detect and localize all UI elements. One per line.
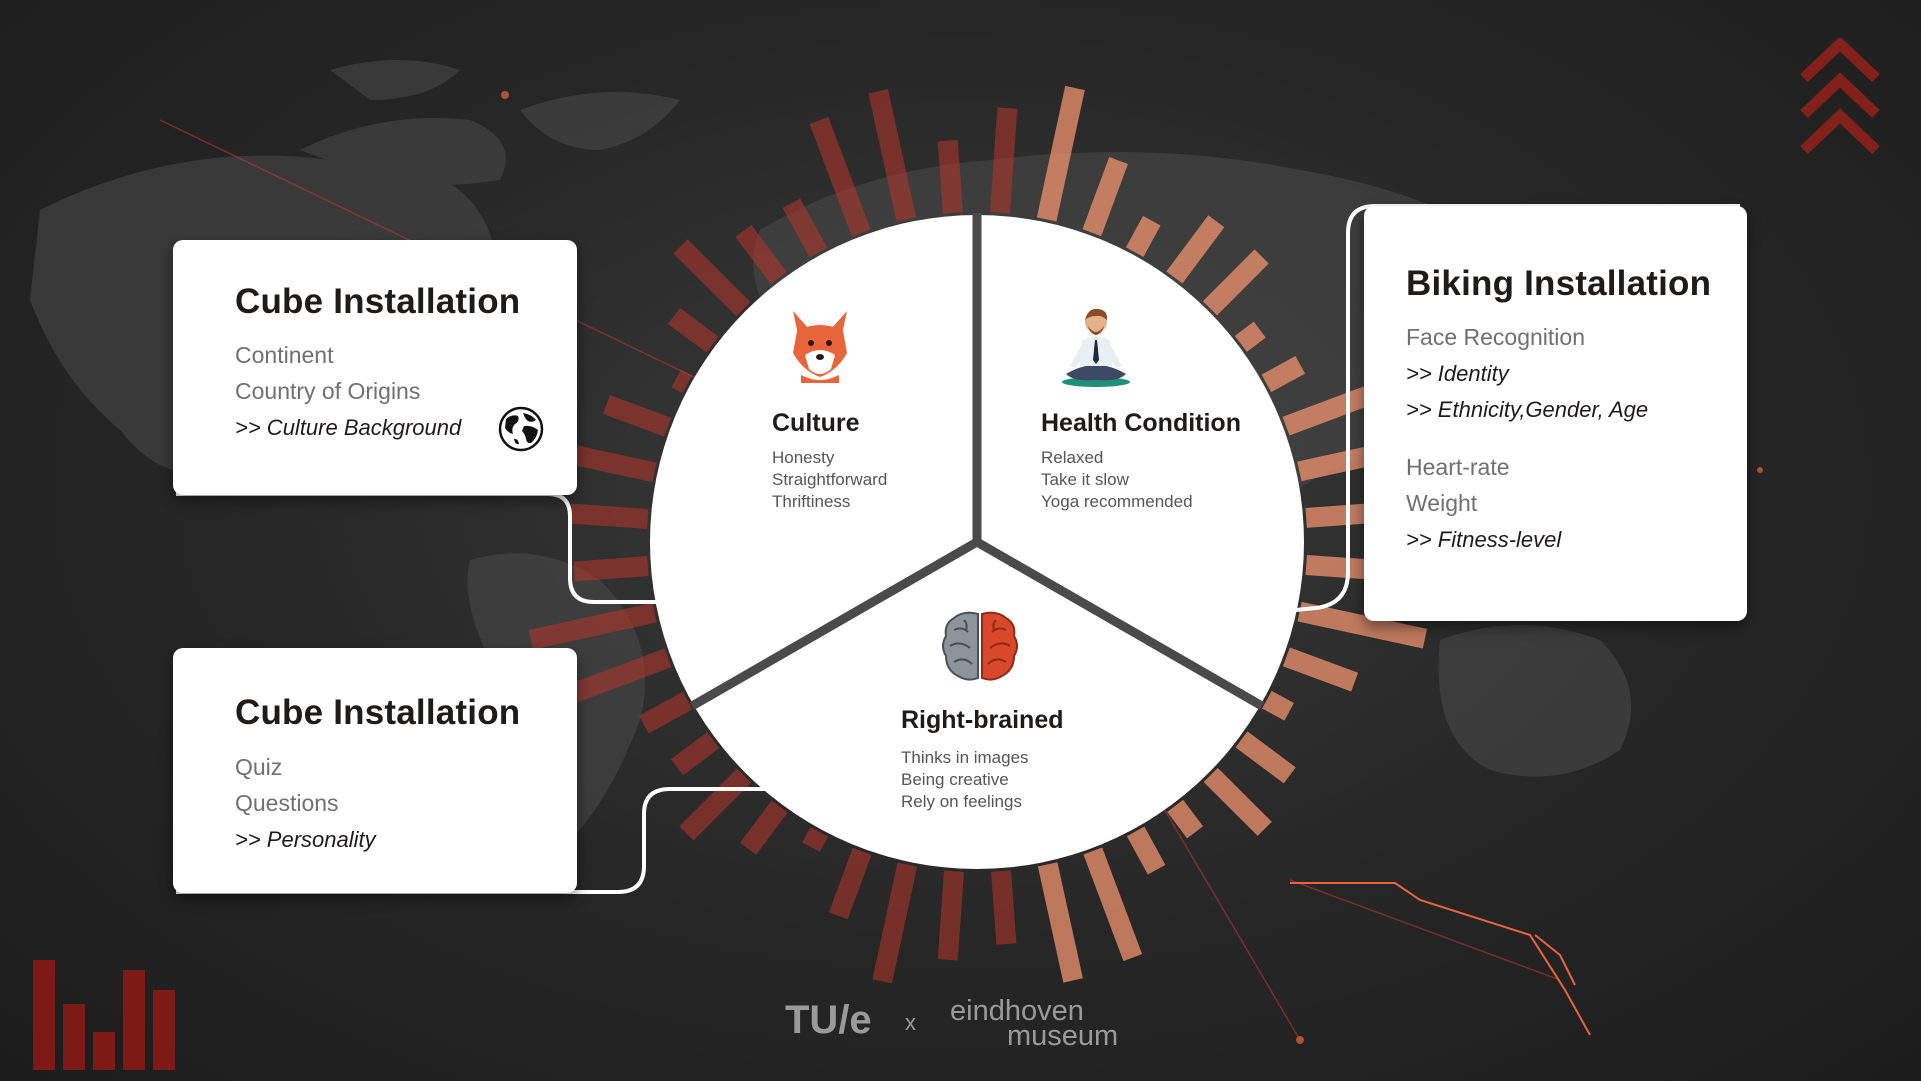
segment-culture-line-1: Honesty [772,448,835,467]
logo-separator: x [905,1010,916,1035]
burst-bar [740,800,788,855]
burst-bar [679,768,752,841]
card-cube-top-title: Cube Installation [235,282,521,321]
burst-bar [1262,690,1294,721]
connector-biking [1295,204,1740,612]
card-cube-bottom-line-2: Questions [235,790,339,816]
burst-bar [668,307,719,353]
segment-health-line-3: Yoga recommended [1041,492,1193,511]
burst-bar [1126,826,1166,875]
burst-bar [1282,647,1359,692]
brain-icon [942,611,1018,681]
burst-bar [1082,157,1128,237]
burst-bar [1202,249,1269,316]
card-biking-line-5: Weight [1406,490,1478,516]
burst-bar [671,732,720,776]
card-cube-top: Cube Installation Continent Country of O… [173,240,577,495]
card-cube-top-line-2: Country of Origins [235,378,421,404]
burst-bar [809,116,871,237]
burst-bar [1297,601,1428,649]
burst-bar [603,395,672,437]
card-cube-top-line-1: Continent [235,342,334,368]
burst-bar [673,239,751,317]
burst-bar [990,107,1018,214]
burst-bar [1037,862,1083,983]
connector-cube-bottom [176,787,770,894]
burst-bar [991,870,1017,945]
burst-bar [868,89,917,222]
card-biking-title: Biking Installation [1406,264,1712,303]
card-biking-line-4: Heart-rate [1406,454,1510,480]
segment-health-line-2: Take it slow [1041,470,1129,489]
burst-bar [1261,356,1306,393]
burst-bar [528,602,657,650]
burst-bar [872,862,918,984]
globe-icon [498,406,544,452]
card-cube-bottom-line-3: >> Personality [235,827,376,852]
segment-culture-title: Culture [772,409,860,437]
burst-bar [735,225,787,285]
burst-bar [570,503,649,529]
card-biking-line-6: >> Fitness-level [1406,527,1562,552]
museum-logo-line-2: museum [1007,1020,1119,1052]
burst-bar [639,691,693,734]
segment-brain-title: Right-brained [901,706,1064,734]
card-biking-line-3: >> Ethnicity,Gender, Age [1406,397,1649,422]
burst-bar [1036,85,1085,222]
card-cube-bottom-title: Cube Installation [235,693,521,732]
museum-logo-line-1: eindhoven [950,995,1084,1027]
segment-culture-line-3: Thriftiness [772,492,851,511]
connector-cube-top [176,492,665,604]
divider-left [689,538,980,710]
burst-bar [1125,215,1161,257]
burst-bar [1235,731,1296,784]
segment-brain-line-2: Being creative [901,770,1009,789]
burst-bar [573,556,649,582]
burst-bar [1234,321,1266,352]
card-cube-bottom: Cube Installation Quiz Questions >> Pers… [173,648,577,893]
burst-bar [1083,847,1143,962]
card-biking: Biking Installation Face Recognition >> … [1364,206,1747,621]
orange-circuit [1290,882,1591,1036]
segment-culture-line-2: Straightforward [772,470,888,489]
burst-bar [937,139,963,214]
meditating-person-icon [1062,308,1130,387]
burst-bar [1203,767,1272,836]
burst-bar [802,827,829,852]
card-cube-top-line-3: >> Culture Background [235,415,462,440]
burst-bar [937,870,964,961]
card-biking-line-2: >> Identity [1406,361,1509,386]
segment-brain-line-1: Thinks in images [901,748,1029,767]
segment-health-title: Health Condition [1041,409,1241,437]
burst-bar [1167,799,1204,839]
burst-bar [782,198,828,258]
burst-bar [671,369,692,394]
tue-logo: TU/e [785,998,872,1042]
segment-health-line-1: Relaxed [1041,448,1104,467]
burst-bar [1166,215,1225,284]
segment-brain-line-3: Rely on feelings [901,792,1022,811]
card-biking-line-1: Face Recognition [1406,324,1585,350]
radial-burst [528,85,1428,984]
bar-chart-icon [33,960,175,1070]
burst-bar [828,847,872,920]
fox-icon [793,311,847,383]
card-cube-bottom-line-1: Quiz [235,754,283,780]
divider-right [974,538,1265,710]
chevron-up-icon [1800,38,1880,154]
